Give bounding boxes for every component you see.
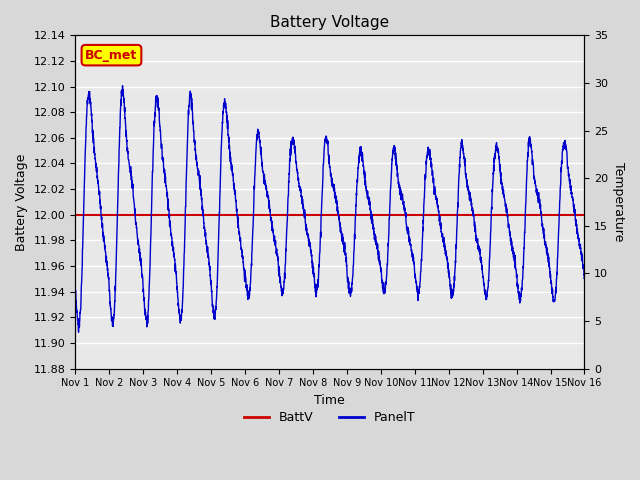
X-axis label: Time: Time <box>314 394 345 407</box>
Y-axis label: Temperature: Temperature <box>612 162 625 241</box>
Text: BC_met: BC_met <box>85 48 138 61</box>
Legend: BattV, PanelT: BattV, PanelT <box>239 406 420 429</box>
Y-axis label: Battery Voltage: Battery Voltage <box>15 153 28 251</box>
Title: Battery Voltage: Battery Voltage <box>270 15 389 30</box>
